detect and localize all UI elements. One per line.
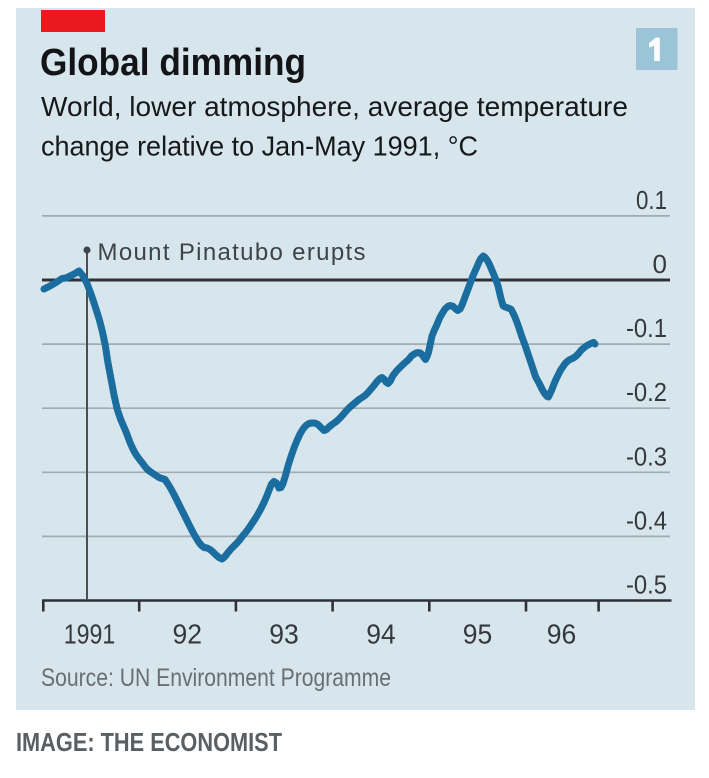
svg-text:-0.1: -0.1 — [626, 313, 667, 343]
svg-text:0.1: 0.1 — [636, 185, 667, 215]
svg-text:1991: 1991 — [64, 619, 116, 650]
svg-text:93: 93 — [269, 619, 299, 650]
svg-text:0: 0 — [653, 249, 667, 279]
svg-text:-0.5: -0.5 — [626, 570, 667, 600]
svg-text:Mount Pinatubo erupts: Mount Pinatubo erupts — [98, 239, 366, 266]
svg-text:World, lower atmosphere, avera: World, lower atmosphere, average tempera… — [41, 91, 628, 122]
svg-text:96: 96 — [547, 619, 577, 650]
svg-text:-0.2: -0.2 — [626, 377, 667, 407]
svg-text:95: 95 — [463, 619, 493, 650]
svg-text:change relative to Jan-May 199: change relative to Jan-May 1991, °C — [41, 130, 478, 161]
svg-text:Source: UN Environment Program: Source: UN Environment Programme — [41, 664, 391, 692]
svg-text:-0.4: -0.4 — [626, 505, 667, 535]
svg-text:94: 94 — [366, 619, 396, 650]
svg-text:92: 92 — [173, 619, 203, 650]
svg-text:Global dimming: Global dimming — [40, 42, 306, 84]
svg-text:IMAGE: THE ECONOMIST: IMAGE: THE ECONOMIST — [16, 729, 282, 757]
svg-text:-0.3: -0.3 — [626, 441, 667, 471]
